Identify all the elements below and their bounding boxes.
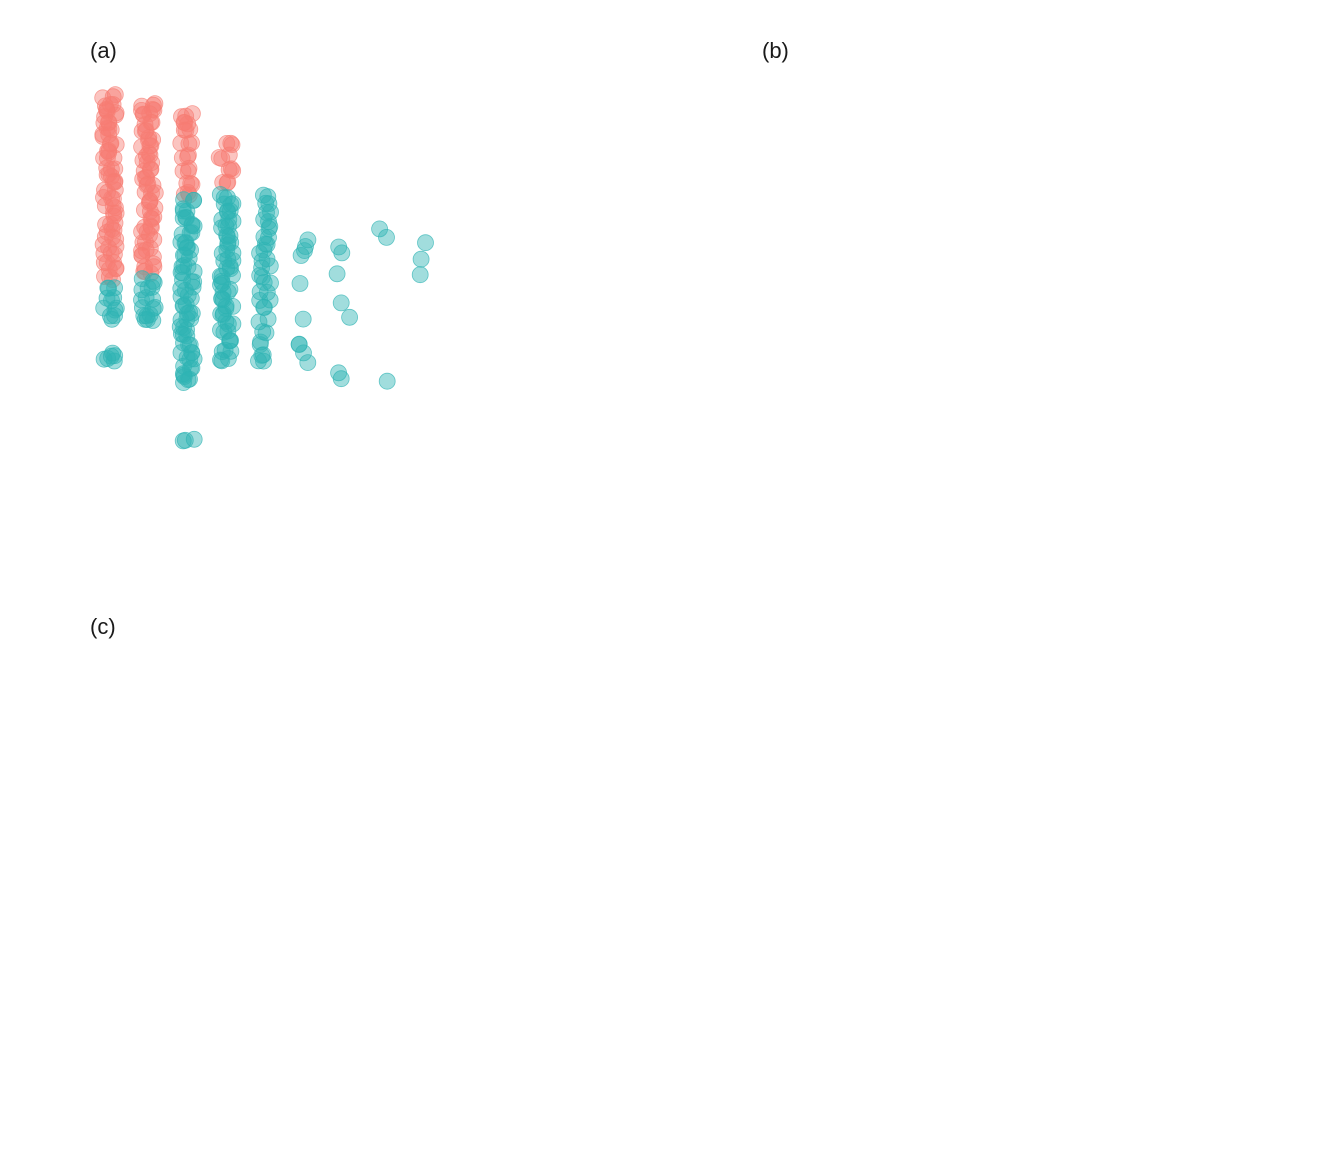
panel-a: (a) bbox=[20, 20, 652, 556]
scatter-a bbox=[20, 68, 450, 538]
panel-label-c: (c) bbox=[90, 614, 116, 640]
panel-b: (b) bbox=[692, 20, 1324, 556]
chart-grid: (a) (b) (c) bbox=[20, 20, 1324, 1132]
scatter-b bbox=[692, 68, 992, 218]
panel-empty bbox=[692, 596, 1324, 1132]
panel-label-b: (b) bbox=[762, 38, 789, 64]
scatter-c bbox=[20, 644, 320, 794]
panel-c: (c) bbox=[20, 596, 652, 1132]
panel-label-a: (a) bbox=[90, 38, 117, 64]
